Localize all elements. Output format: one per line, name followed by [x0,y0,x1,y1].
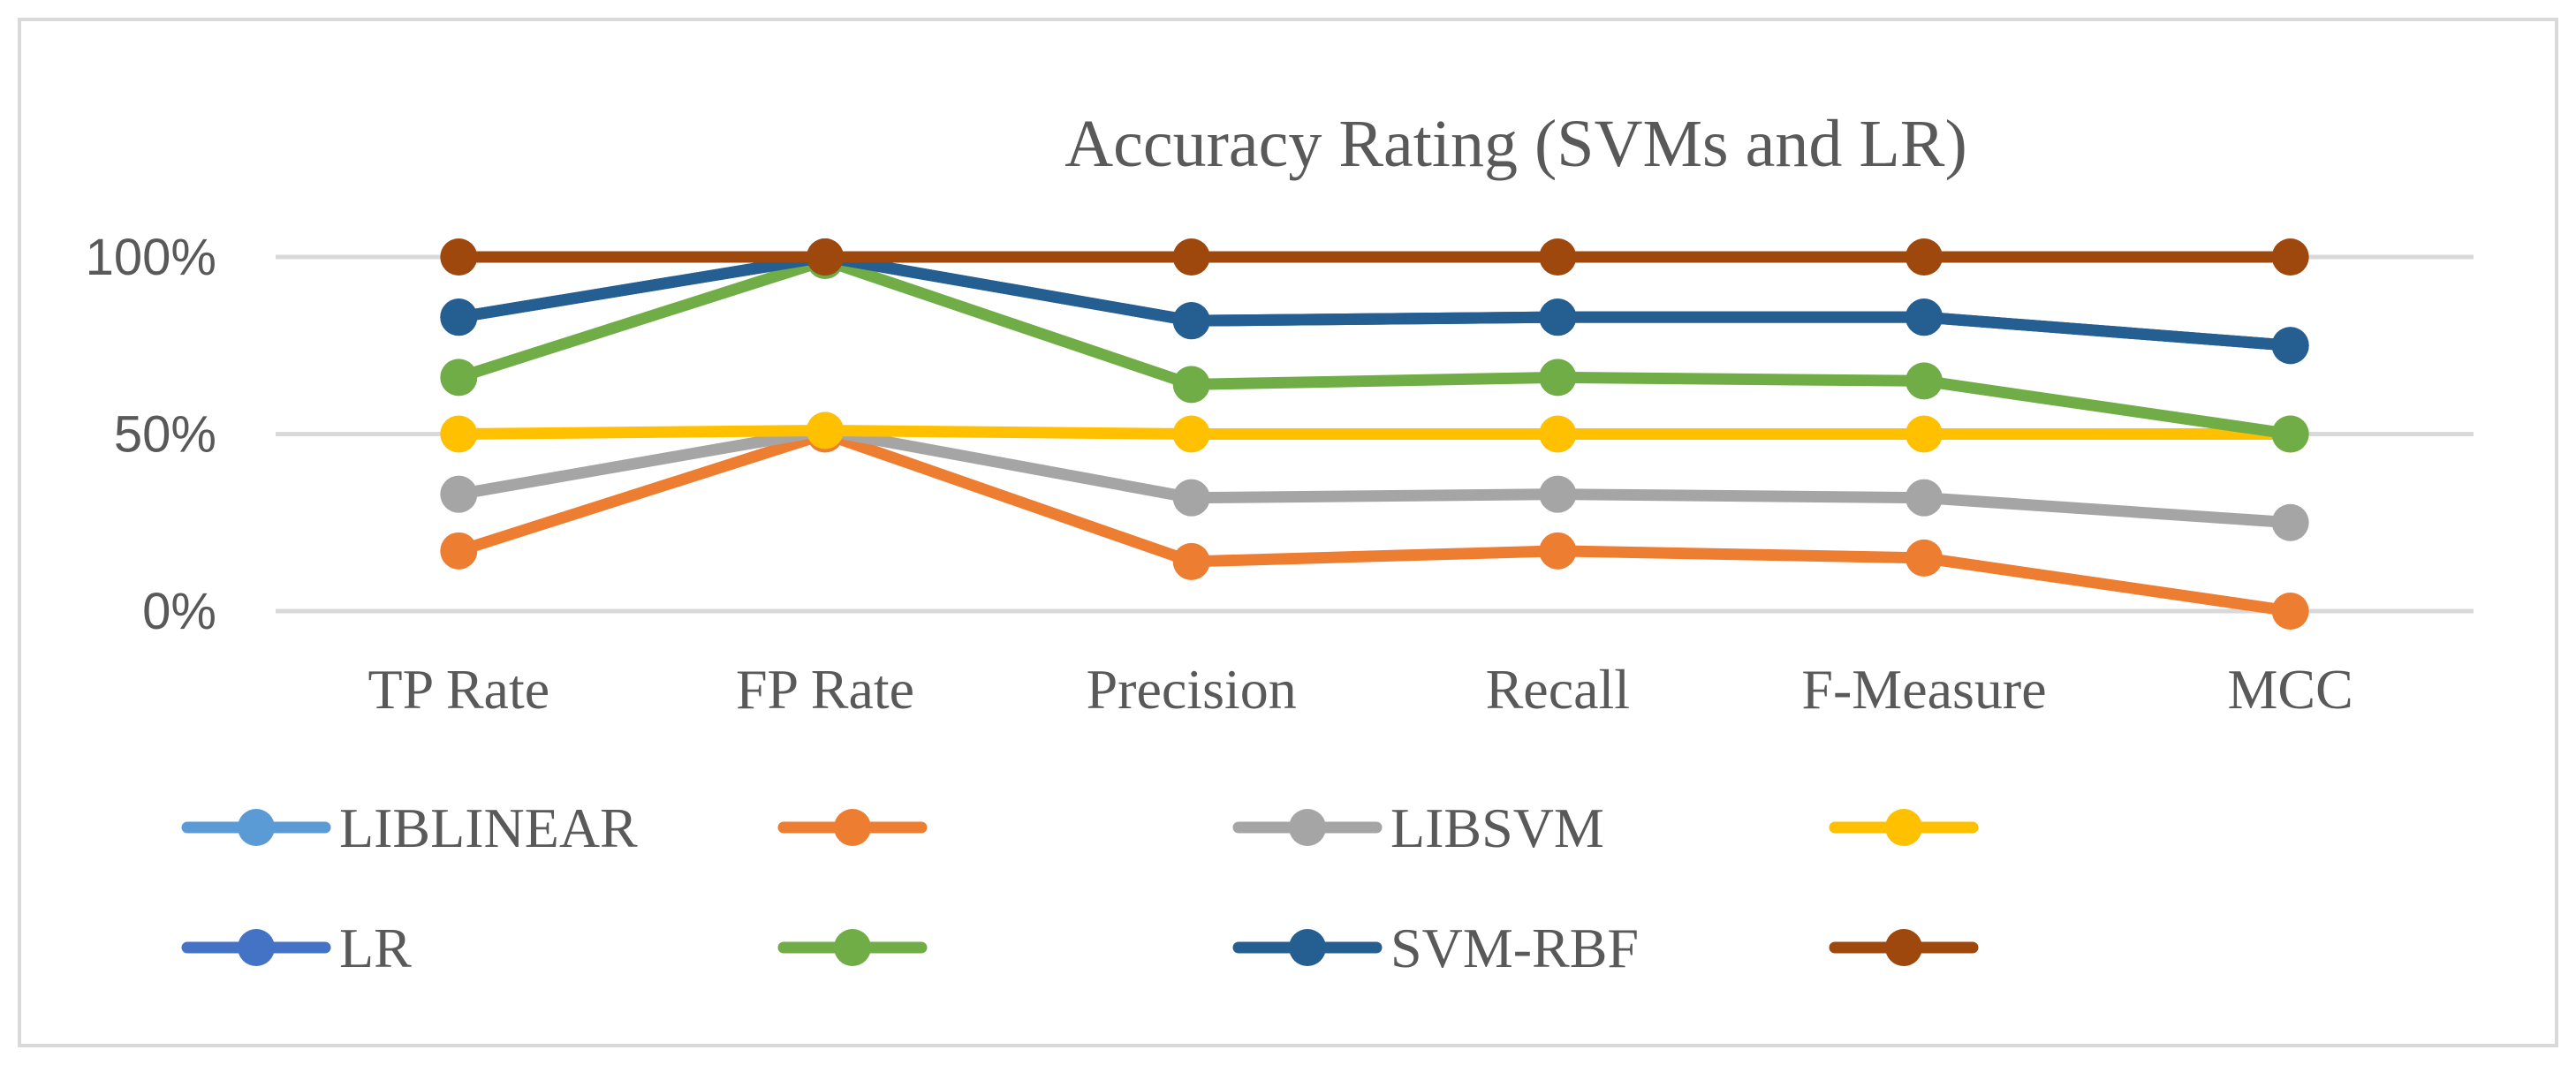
legend-label: LIBSVM [1390,797,1604,859]
series-line [452,424,2297,529]
data-point-tp-rate [440,475,478,513]
data-point-mcc [2271,238,2309,276]
legend-entry-4 [1829,809,1979,846]
legend-swatch-marker [1885,809,1922,846]
data-point-tp-rate [440,532,478,570]
series-line [452,428,2297,617]
data-point-precision [1172,479,1210,517]
data-point-precision [1172,415,1210,453]
legend-swatch-marker [238,929,275,966]
y-tick-label: 100% [86,229,216,286]
legend-entry-5-lr: LR [181,917,412,979]
data-point-fp-rate [807,238,844,276]
data-point-fp-rate [807,412,844,449]
legend-entry-1-liblinear: LIBLINEAR [181,797,638,859]
data-point-mcc [2271,593,2309,630]
data-point-f-measure [1905,479,1943,517]
data-point-f-measure [1905,415,1943,453]
data-point-mcc [2271,327,2309,365]
data-point-f-measure [1905,298,1943,336]
legend-swatch-marker [1885,929,1922,966]
data-point-f-measure [1905,238,1943,276]
data-point-recall [1539,532,1577,570]
legend: LIBLINEAR LIBSVM LR SVM-RBF [181,797,1979,979]
series-line [452,251,2297,351]
legend-entry-6 [777,929,928,966]
legend-label: LR [339,917,412,979]
x-tick-label-tp-rate: TP Rate [368,658,550,721]
y-tick-label: 50% [114,406,216,464]
x-axis-ticks: TP Rate FP Rate Precision Recall F-Measure MC… [368,658,2353,721]
data-point-mcc [2271,415,2309,453]
data-point-f-measure [1905,362,1943,400]
x-tick-label-recall: Recall [1486,658,1630,721]
legend-swatch-marker [834,809,871,846]
legend-label: SVM-RBF [1390,917,1639,979]
data-point-f-measure [1905,539,1943,577]
series-line [452,424,2297,440]
legend-entry-2 [777,809,928,846]
legend-swatch-marker [1289,929,1326,966]
x-tick-label-fp-rate: FP Rate [736,658,914,721]
legend-entry-7-svm-rbf: SVM-RBF [1232,917,1639,979]
legend-entry-8 [1829,929,1979,966]
data-point-recall [1539,298,1577,336]
chart-title: Accuracy Rating (SVMs and LR) [1064,107,1967,181]
legend-swatch-marker [1289,809,1326,846]
legend-entry-3-libsvm: LIBSVM [1232,797,1604,859]
data-point-tp-rate [440,415,478,453]
x-tick-label-precision: Precision [1087,658,1297,721]
chart-border [18,18,2558,1047]
legend-swatch-marker [238,809,275,846]
series-lines [440,238,2309,630]
legend-swatch-marker [834,929,871,966]
x-tick-label-f-measure: F-Measure [1801,658,2046,721]
data-point-recall [1539,475,1577,513]
series-line [452,254,2297,440]
series-8 [440,238,2309,276]
y-axis-ticks: 0% 50% 100% [86,229,216,640]
data-point-precision [1172,238,1210,276]
data-point-precision [1172,542,1210,580]
data-point-mcc [2271,503,2309,541]
data-point-tp-rate [440,238,478,276]
data-point-precision [1172,302,1210,340]
data-point-recall [1539,238,1577,276]
data-point-precision [1172,366,1210,404]
data-point-recall [1539,415,1577,453]
legend-label: LIBLINEAR [339,797,638,859]
data-point-tp-rate [440,298,478,336]
data-point-recall [1539,359,1577,397]
x-tick-label-mcc: MCC [2228,658,2353,721]
data-point-tp-rate [440,359,478,397]
y-tick-label: 0% [142,583,216,640]
